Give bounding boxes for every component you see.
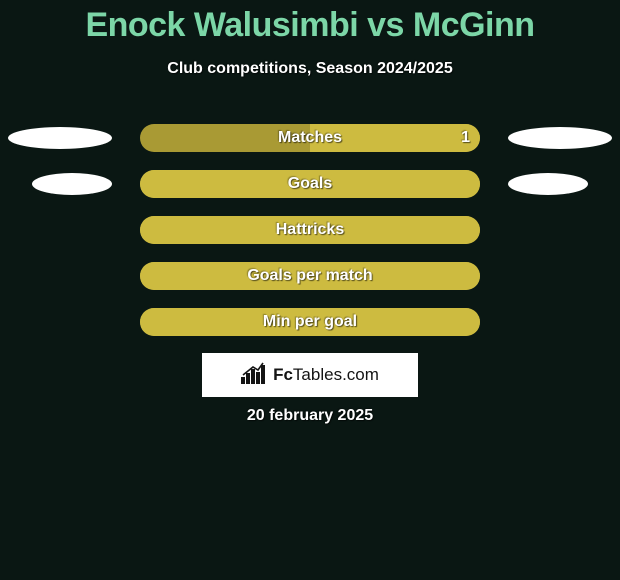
bar-label: Goals (140, 170, 480, 198)
bar-value-right: 1 (461, 124, 470, 152)
stat-row: Goals (0, 170, 620, 216)
bar-wrap: Goals per match (140, 262, 480, 290)
bar-wrap: Min per goal (140, 308, 480, 336)
barchart-icon (241, 362, 267, 389)
stat-row: Hattricks (0, 216, 620, 262)
logo-text: FcTables.com (273, 365, 379, 385)
bar-wrap: Hattricks (140, 216, 480, 244)
stat-row: Goals per match (0, 262, 620, 308)
left-stat-oval (8, 127, 112, 149)
stat-rows: Matches1 Goals Hattricks Goals per match Min… (0, 124, 620, 354)
logo-text-rest: Tables.com (293, 365, 379, 384)
comparison-infographic: Enock Walusimbi vs McGinn Club competiti… (0, 0, 620, 580)
bar-wrap: Goals (140, 170, 480, 198)
bar-label: Min per goal (140, 308, 480, 336)
page-title: Enock Walusimbi vs McGinn (0, 6, 620, 45)
bar-label: Matches (140, 124, 480, 152)
right-stat-oval (508, 173, 588, 195)
bar-wrap: Matches1 (140, 124, 480, 152)
stat-row: Min per goal (0, 308, 620, 354)
stat-row: Matches1 (0, 124, 620, 170)
page-subtitle: Club competitions, Season 2024/2025 (0, 60, 620, 78)
logo-text-bold: Fc (273, 365, 293, 384)
date-text: 20 february 2025 (0, 407, 620, 425)
bar-label: Hattricks (140, 216, 480, 244)
bar-label: Goals per match (140, 262, 480, 290)
right-stat-oval (508, 127, 612, 149)
left-stat-oval (32, 173, 112, 195)
logo-card: FcTables.com (202, 353, 418, 397)
